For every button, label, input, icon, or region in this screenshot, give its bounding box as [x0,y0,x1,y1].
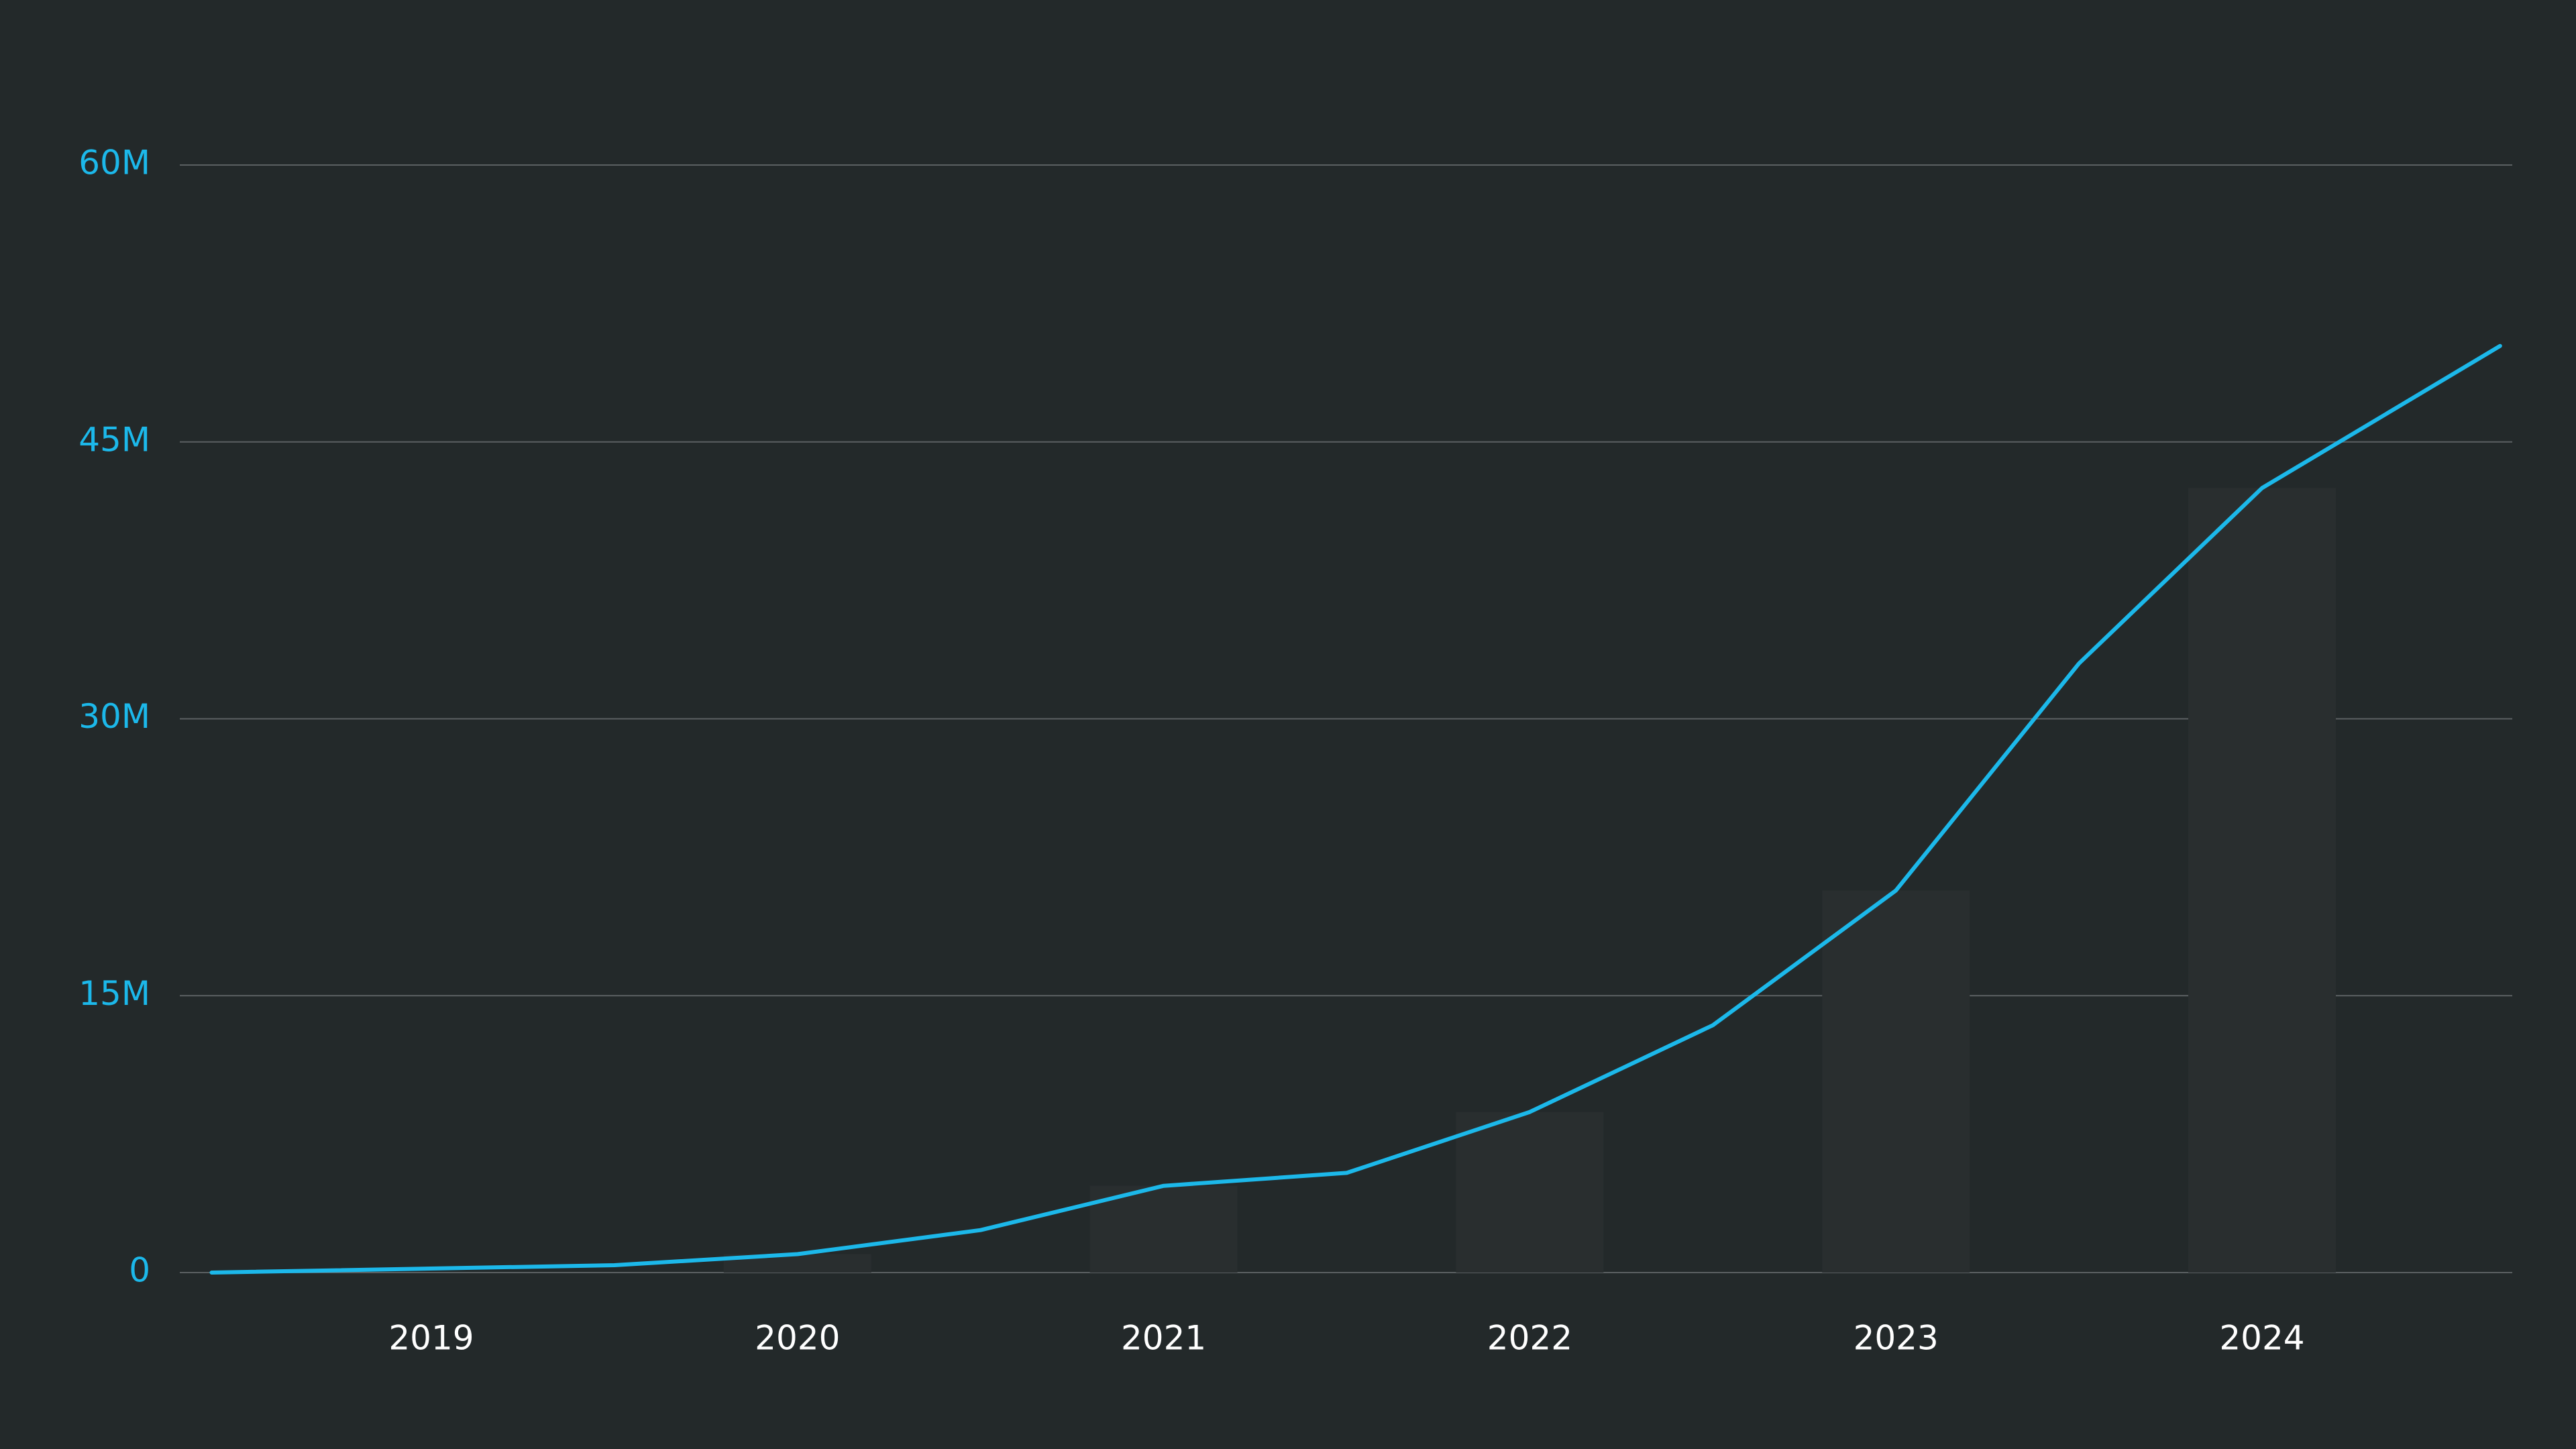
x-axis-ticks: 2019 2020 2021 2022 2023 2024 [388,1319,2304,1358]
x-tick-label: 2020 [755,1319,840,1358]
bar [1822,890,1970,1273]
bar [1456,1112,1604,1273]
x-tick-label: 2022 [1487,1319,1572,1358]
x-tick-label: 2023 [1854,1319,1939,1358]
bar-series [723,488,2336,1273]
line-series [209,343,2502,1275]
gridlines [180,164,2512,1273]
y-axis-ticks: 0 15M 30M 45M 60M [78,144,150,1290]
y-tick-label: 45M [78,420,150,459]
bar [1089,1185,1238,1273]
y-tick-label: 15M [78,974,150,1013]
y-tick-label: 0 [129,1251,150,1290]
x-tick-label: 2024 [2219,1319,2304,1358]
x-tick-label: 2019 [388,1319,474,1358]
y-tick-label: 60M [78,144,150,182]
x-tick-label: 2021 [1121,1319,1206,1358]
bar [2188,488,2336,1273]
series-line [209,343,2502,1275]
y-tick-label: 30M [78,697,150,736]
